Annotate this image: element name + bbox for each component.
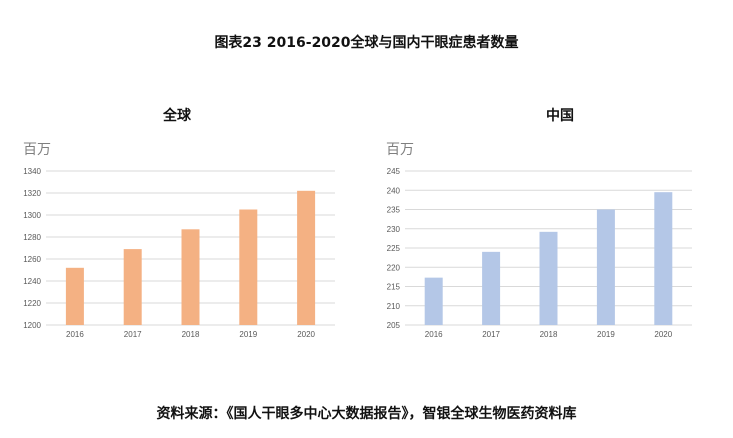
china-chart-title: 中国 xyxy=(546,107,574,124)
global-x-tick-label: 2019 xyxy=(239,330,257,339)
china-y-tick-label: 205 xyxy=(387,321,401,330)
global-bar xyxy=(65,267,84,325)
china-y-tick-label: 225 xyxy=(387,244,401,253)
china-x-tick-label: 2020 xyxy=(654,330,672,339)
china-y-tick-label: 210 xyxy=(387,302,401,311)
global-bar xyxy=(297,190,316,325)
china-bar xyxy=(539,231,558,325)
global-x-tick-label: 2020 xyxy=(297,330,315,339)
global-x-tick-label: 2017 xyxy=(124,330,142,339)
global-y-tick-label: 1240 xyxy=(23,277,41,286)
global-x-tick-label: 2018 xyxy=(182,330,200,339)
global-y-tick-label: 1280 xyxy=(23,233,41,242)
source-note: 资料来源：《国人干眼多中心大数据报告》，智银全球生物医药资料库 xyxy=(156,406,577,422)
global-unit-label: 百万 xyxy=(23,142,51,158)
china-bar xyxy=(424,277,443,325)
china-y-tick-label: 240 xyxy=(387,186,401,195)
china-y-tick-label: 245 xyxy=(387,167,401,176)
china-x-tick-label: 2019 xyxy=(597,330,615,339)
global-bar xyxy=(181,229,200,325)
global-y-tick-label: 1320 xyxy=(23,189,41,198)
global-y-tick-label: 1220 xyxy=(23,299,41,308)
global-y-tick-label: 1340 xyxy=(23,167,41,176)
china-x-tick-label: 2016 xyxy=(425,330,443,339)
china-unit-label: 百万 xyxy=(386,142,414,158)
china-bar xyxy=(596,209,615,325)
global-y-tick-label: 1200 xyxy=(23,321,41,330)
figure-title: 图表23 2016-2020全球与国内干眼症患者数量 xyxy=(214,35,519,51)
china-bar xyxy=(654,192,673,325)
china-x-tick-label: 2017 xyxy=(482,330,500,339)
china-x-tick-label: 2018 xyxy=(540,330,558,339)
global-y-tick-label: 1260 xyxy=(23,255,41,264)
global-x-tick-label: 2016 xyxy=(66,330,84,339)
china-y-tick-label: 220 xyxy=(387,263,401,272)
global-bar xyxy=(123,249,142,325)
global-y-tick-label: 1300 xyxy=(23,211,41,220)
global-chart-title: 全球 xyxy=(162,107,192,124)
china-y-tick-label: 215 xyxy=(387,283,401,292)
china-bar xyxy=(482,251,501,325)
global-bar xyxy=(239,209,258,325)
china-y-tick-label: 235 xyxy=(387,206,401,215)
china-y-tick-label: 230 xyxy=(387,225,401,234)
